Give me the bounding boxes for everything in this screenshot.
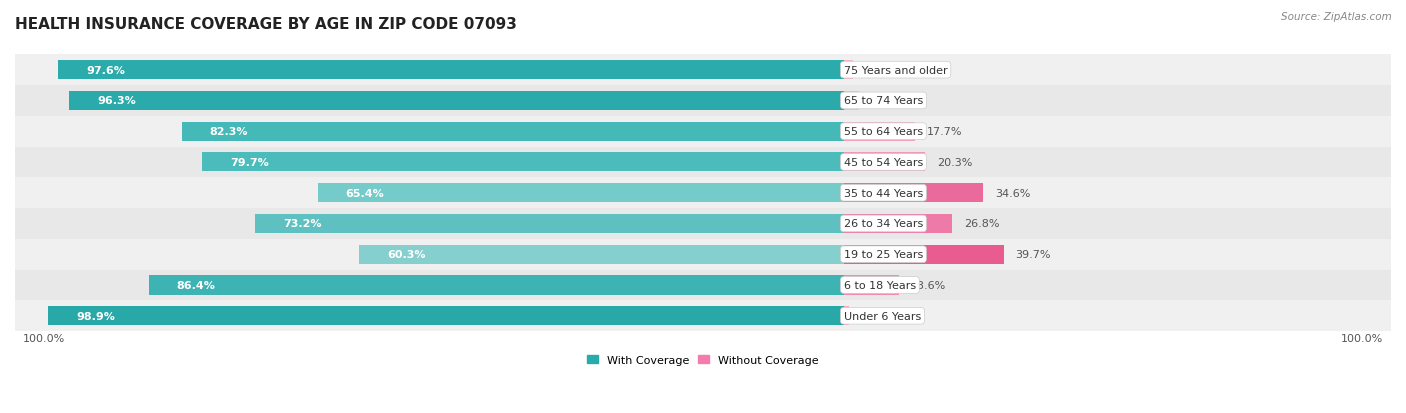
Text: 39.7%: 39.7% [1015, 249, 1052, 260]
Text: 97.6%: 97.6% [87, 66, 125, 76]
Bar [254, 214, 844, 233]
Bar [181, 122, 844, 141]
Bar [844, 306, 849, 325]
Text: Source: ZipAtlas.com: Source: ZipAtlas.com [1281, 12, 1392, 22]
Text: 75 Years and older: 75 Years and older [844, 66, 948, 76]
Legend: With Coverage, Without Coverage: With Coverage, Without Coverage [582, 351, 824, 369]
Bar [149, 276, 844, 295]
Text: 65.4%: 65.4% [346, 188, 384, 198]
Bar [844, 153, 925, 172]
Text: 55 to 64 Years: 55 to 64 Years [844, 127, 922, 137]
Text: 19 to 25 Years: 19 to 25 Years [844, 249, 924, 260]
Text: 35 to 44 Years: 35 to 44 Years [844, 188, 924, 198]
Text: 26.8%: 26.8% [963, 219, 1000, 229]
Text: 1.2%: 1.2% [860, 311, 889, 321]
Bar [359, 245, 844, 264]
Bar [15, 178, 1391, 209]
Text: 3.7%: 3.7% [870, 96, 900, 106]
Bar [15, 239, 1391, 270]
Bar [318, 184, 844, 203]
Bar [844, 61, 853, 80]
Bar [15, 270, 1391, 301]
Bar [844, 122, 915, 141]
Bar [69, 92, 844, 111]
Bar [15, 147, 1391, 178]
Bar [844, 245, 1004, 264]
Text: 13.6%: 13.6% [911, 280, 946, 290]
Bar [15, 301, 1391, 331]
Text: 98.9%: 98.9% [76, 311, 115, 321]
Text: 96.3%: 96.3% [97, 96, 136, 106]
Text: 100.0%: 100.0% [1341, 333, 1384, 343]
Text: 73.2%: 73.2% [283, 219, 322, 229]
Text: 20.3%: 20.3% [938, 157, 973, 168]
Bar [48, 306, 844, 325]
Text: 34.6%: 34.6% [995, 188, 1031, 198]
Text: 86.4%: 86.4% [177, 280, 215, 290]
Text: 26 to 34 Years: 26 to 34 Years [844, 219, 924, 229]
Bar [202, 153, 844, 172]
Text: 100.0%: 100.0% [22, 333, 65, 343]
Text: 6 to 18 Years: 6 to 18 Years [844, 280, 915, 290]
Text: 17.7%: 17.7% [927, 127, 963, 137]
Bar [15, 116, 1391, 147]
Text: 65 to 74 Years: 65 to 74 Years [844, 96, 924, 106]
Bar [844, 276, 898, 295]
Bar [844, 214, 952, 233]
Bar [15, 209, 1391, 239]
Text: HEALTH INSURANCE COVERAGE BY AGE IN ZIP CODE 07093: HEALTH INSURANCE COVERAGE BY AGE IN ZIP … [15, 17, 517, 32]
Text: 60.3%: 60.3% [387, 249, 425, 260]
Text: 82.3%: 82.3% [209, 127, 249, 137]
Bar [844, 184, 983, 203]
Text: Under 6 Years: Under 6 Years [844, 311, 921, 321]
Bar [59, 61, 844, 80]
Bar [15, 86, 1391, 116]
Text: 79.7%: 79.7% [231, 157, 270, 168]
Bar [15, 55, 1391, 86]
Bar [844, 92, 859, 111]
Text: 45 to 54 Years: 45 to 54 Years [844, 157, 924, 168]
Text: 2.4%: 2.4% [866, 66, 894, 76]
